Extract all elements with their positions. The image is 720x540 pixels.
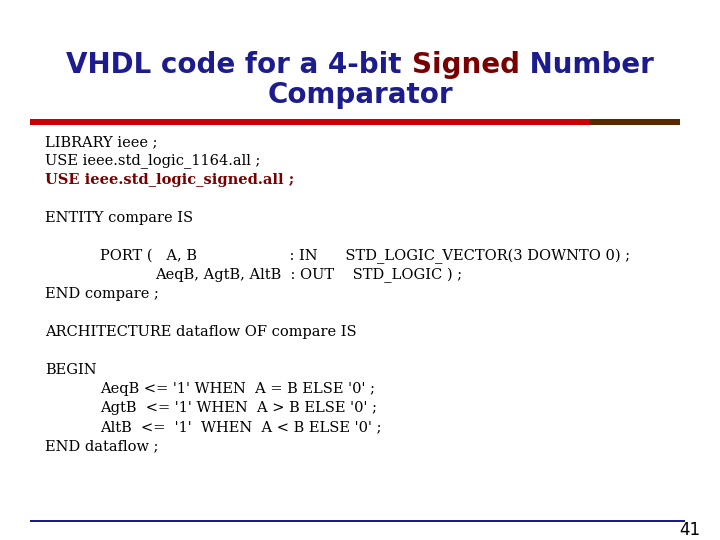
Text: END compare ;: END compare ;	[45, 287, 159, 301]
Text: 41: 41	[679, 521, 700, 539]
Text: BEGIN: BEGIN	[45, 363, 96, 377]
Text: Comparator: Comparator	[267, 81, 453, 109]
Text: USE ieee.std_logic_1164.all ;: USE ieee.std_logic_1164.all ;	[45, 153, 261, 168]
Text: USE ieee.std_logic_signed.all ;: USE ieee.std_logic_signed.all ;	[45, 173, 294, 187]
Text: AeqB, AgtB, AltB  : OUT    STD_LOGIC ) ;: AeqB, AgtB, AltB : OUT STD_LOGIC ) ;	[155, 267, 462, 282]
Text: Signed: Signed	[412, 51, 520, 79]
Bar	[590, 119, 680, 125]
Text: ENTITY compare IS: ENTITY compare IS	[45, 211, 193, 225]
Text: VHDL code for a 4-bit: VHDL code for a 4-bit	[66, 51, 412, 79]
Text: Number: Number	[520, 51, 654, 79]
Text: AltB  <=  '1'  WHEN  A < B ELSE '0' ;: AltB <= '1' WHEN A < B ELSE '0' ;	[100, 420, 382, 434]
Text: END dataflow ;: END dataflow ;	[45, 439, 158, 453]
Text: ARCHITECTURE dataflow OF compare IS: ARCHITECTURE dataflow OF compare IS	[45, 325, 356, 339]
Text: LIBRARY ieee ;: LIBRARY ieee ;	[45, 135, 158, 149]
Text: PORT (   A, B                    : IN      STD_LOGIC_VECTOR(3 DOWNTO 0) ;: PORT ( A, B : IN STD_LOGIC_VECTOR(3 DOWN…	[100, 248, 630, 264]
Bar	[30, 119, 590, 125]
Text: AeqB <= '1' WHEN  A = B ELSE '0' ;: AeqB <= '1' WHEN A = B ELSE '0' ;	[100, 382, 375, 396]
Bar	[30, 519, 685, 522]
Text: AgtB  <= '1' WHEN  A > B ELSE '0' ;: AgtB <= '1' WHEN A > B ELSE '0' ;	[100, 401, 377, 415]
